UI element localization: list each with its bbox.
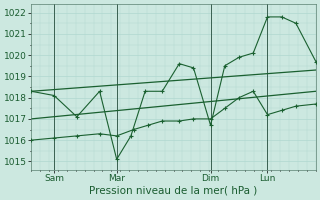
X-axis label: Pression niveau de la mer( hPa ): Pression niveau de la mer( hPa ) <box>90 186 258 196</box>
